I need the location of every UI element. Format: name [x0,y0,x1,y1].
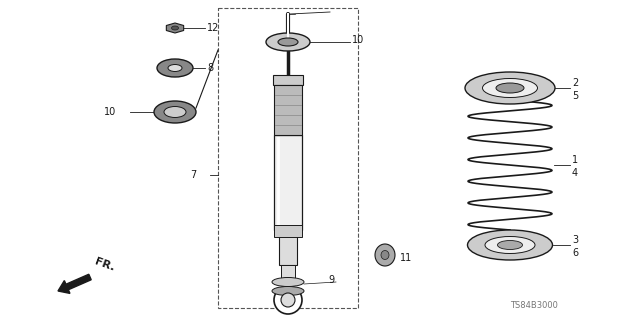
Ellipse shape [375,244,395,266]
Ellipse shape [168,64,182,71]
Bar [279,230,297,265]
Bar [274,135,302,230]
Text: 3: 3 [572,235,578,245]
Ellipse shape [483,78,538,98]
Text: 1: 1 [572,155,578,165]
Bar [274,85,302,135]
Text: 9: 9 [328,275,334,285]
Text: 6: 6 [572,248,578,258]
Text: 8: 8 [207,63,213,73]
FancyArrow shape [58,274,92,293]
Text: FR.: FR. [93,256,116,273]
Ellipse shape [172,26,179,30]
Text: 11: 11 [400,253,412,263]
Bar [281,265,295,285]
Ellipse shape [154,101,196,123]
Polygon shape [166,23,184,33]
Ellipse shape [496,83,524,93]
Ellipse shape [272,286,304,295]
Text: 5: 5 [572,91,579,101]
Ellipse shape [497,241,522,249]
Text: 10: 10 [352,35,364,45]
Ellipse shape [164,107,186,117]
Text: 4: 4 [572,168,578,178]
Ellipse shape [465,72,555,104]
Text: 2: 2 [572,78,579,88]
Ellipse shape [272,278,304,286]
Bar [218,8,358,308]
Ellipse shape [274,286,302,314]
Ellipse shape [381,250,389,259]
Ellipse shape [467,230,552,260]
Bar [273,75,303,85]
Ellipse shape [281,293,295,307]
Ellipse shape [157,59,193,77]
Ellipse shape [485,236,535,254]
Text: TS84B3000: TS84B3000 [510,301,558,310]
Text: 10: 10 [104,107,116,117]
Bar [274,225,302,237]
Text: 7: 7 [189,170,196,180]
Ellipse shape [278,38,298,46]
Text: 12: 12 [207,23,220,33]
Ellipse shape [266,33,310,51]
